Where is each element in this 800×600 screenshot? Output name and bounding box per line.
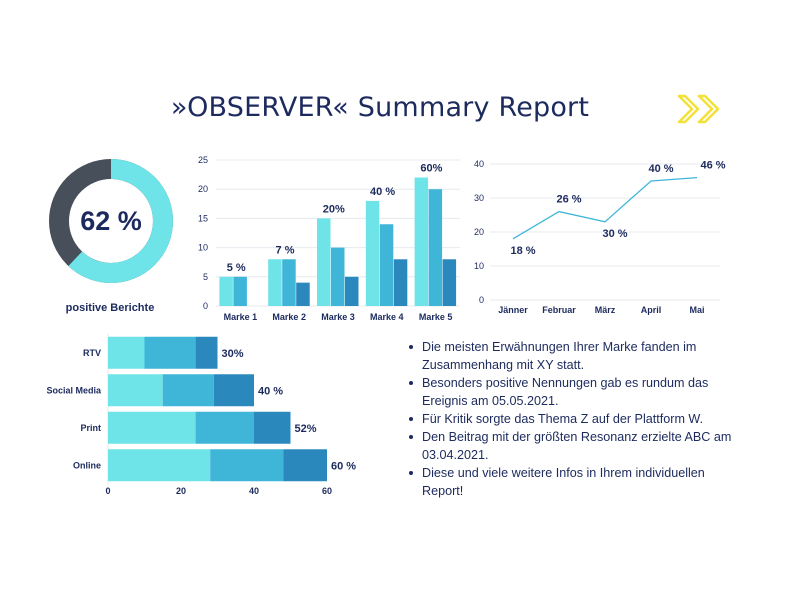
bar [331, 247, 345, 306]
y-tick-label: 5 [203, 272, 208, 282]
double-chevron-right-icon [677, 94, 720, 124]
bar [296, 282, 310, 306]
bar-segment [108, 336, 145, 369]
monthly-line-chart: 0 10 20 30 40 Jänner 18 % Februar 26 % März 30 % Ap… [474, 159, 726, 315]
donut-caption: positive Berichte [65, 302, 155, 314]
y-tick-label: 30 [474, 193, 484, 203]
x-tick-label: 40 [249, 486, 259, 496]
bullet-item: Den Beitrag mit der größten Resonanz erz… [404, 428, 744, 464]
y-tick-label: Print [80, 423, 101, 433]
bar-segment [213, 374, 254, 407]
y-tick-label: 40 [474, 159, 484, 169]
y-tick-label: 20 [474, 227, 484, 237]
bar-segment [283, 449, 327, 482]
bar [233, 276, 247, 306]
bar-segment [210, 449, 284, 482]
bar [379, 224, 394, 306]
bullet-item: Diese und viele weitere Infos in Ihrem i… [404, 464, 744, 500]
bar-data-label: 20% [323, 203, 345, 215]
bar-data-label: 30% [222, 348, 244, 360]
x-tick-label: April [641, 305, 662, 315]
bar-data-label: 60 % [331, 460, 356, 472]
channel-stacked-bar-chart: 0 20 40 60 RTV 30% Social Media 40 % Print 52% Onl… [46, 334, 356, 496]
bar-segment [144, 336, 196, 369]
donut-positive-slice [49, 159, 173, 283]
bar [365, 200, 380, 306]
x-tick-label: Mai [689, 305, 704, 315]
page-title: »OBSERVER« Summary Report [170, 92, 590, 123]
bar [345, 276, 359, 306]
bullet-item: Für Kritik sorgte das Thema Z auf der Pl… [404, 410, 744, 428]
x-tick-label: Marke 1 [224, 312, 258, 322]
bar [414, 177, 429, 306]
line-data-label: 18 % [510, 245, 535, 257]
x-tick-label: März [595, 305, 616, 315]
donut-chart: 62 % [48, 158, 174, 284]
y-tick-label: 10 [474, 261, 484, 271]
y-tick-label: 0 [479, 295, 484, 305]
x-tick-label: Jänner [498, 305, 528, 315]
x-tick-label: Marke 5 [419, 312, 453, 322]
bar-segment [195, 336, 218, 369]
bar-data-label: 5 % [227, 262, 246, 274]
bar-segment [108, 449, 211, 482]
bar [442, 259, 457, 306]
bar-data-label: 40 % [258, 385, 283, 397]
bar [393, 259, 408, 306]
bar-segment [254, 411, 291, 444]
x-tick-label: Marke 4 [370, 312, 404, 322]
line-data-label: 40 % [648, 163, 673, 175]
bar-segment [108, 374, 163, 407]
x-tick-label: Februar [542, 305, 576, 315]
line-data-label: 26 % [556, 194, 581, 206]
bar [428, 189, 443, 306]
bar-data-label: 40 % [370, 186, 395, 198]
bar-data-label: 52% [295, 423, 317, 435]
brand-bar-chart: 0 5 10 15 20 25 5 % Marke 1 7 % Marke 2 20% Marke 3… [198, 155, 460, 322]
y-tick-label: 10 [198, 243, 208, 253]
y-tick-label: 20 [198, 184, 208, 194]
x-tick-label: 20 [176, 486, 186, 496]
bullet-item: Besonders positive Nennungen gab es rund… [404, 374, 744, 410]
y-tick-label: 15 [198, 213, 208, 223]
bar-data-label: 60% [420, 163, 442, 175]
line-data-label: 30 % [602, 228, 627, 240]
summary-bullet-list: Die meisten Erwähnungen Ihrer Marke fand… [404, 338, 744, 500]
bar-data-label: 7 % [276, 244, 295, 256]
y-tick-label: 25 [198, 155, 208, 165]
x-tick-label: Marke 3 [321, 312, 355, 322]
bar-segment [108, 411, 196, 444]
donut-center-label: 62 % [80, 205, 142, 236]
y-tick-label: Social Media [46, 385, 102, 395]
x-tick-label: Marke 2 [272, 312, 306, 322]
x-tick-label: 0 [105, 486, 110, 496]
y-tick-label: Online [73, 460, 101, 470]
line-data-label: 46 % [700, 160, 725, 172]
bar-segment [162, 374, 214, 407]
bullet-item: Die meisten Erwähnungen Ihrer Marke fand… [404, 338, 744, 374]
bar [268, 259, 282, 306]
x-tick-label: 60 [322, 486, 332, 496]
bar-segment [195, 411, 254, 444]
bar [317, 218, 331, 306]
bar [219, 276, 233, 306]
y-tick-label: RTV [83, 348, 101, 358]
bar [282, 259, 296, 306]
y-tick-label: 0 [203, 301, 208, 311]
series-line [512, 176, 698, 240]
